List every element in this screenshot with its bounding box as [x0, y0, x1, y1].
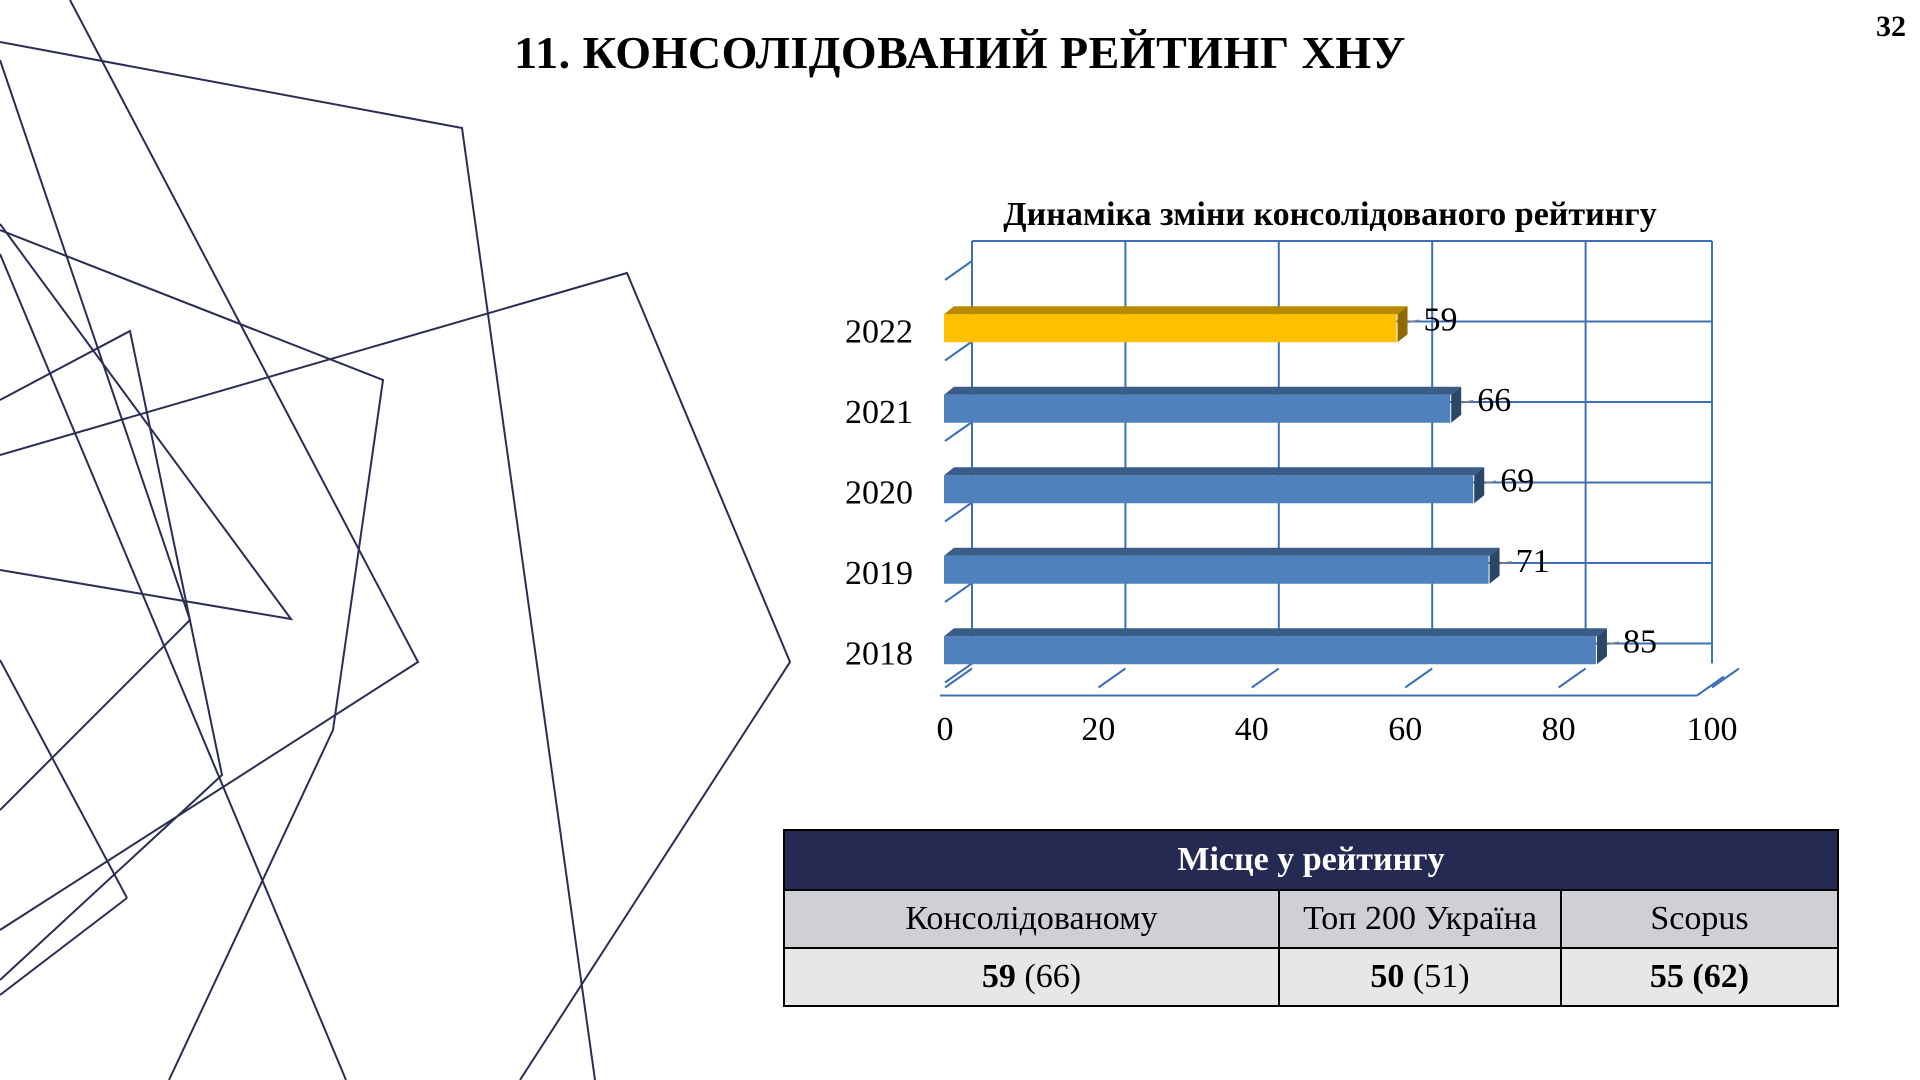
gridline-slant: [944, 340, 973, 362]
value-consolidated: 59 (66): [783, 947, 1280, 1007]
bar-2020: [944, 475, 1474, 504]
label-leader: [1484, 480, 1497, 484]
bar-top-2019: [944, 547, 1500, 556]
chart-title: Динаміка зміни консолідованого рейтингу: [1003, 196, 1657, 233]
category-label: 2021: [845, 394, 913, 431]
data-label: 59: [1424, 301, 1458, 338]
bar-side-2019: [1489, 547, 1500, 584]
label-leader: [1407, 319, 1420, 323]
bar-2019: [944, 555, 1489, 584]
column-consolidated: Консолідованому: [783, 889, 1280, 949]
value-main: 50: [1370, 958, 1405, 995]
rating-table-header: Місце у рейтингу: [783, 829, 1839, 891]
column-scopus: Scopus: [1560, 889, 1839, 949]
floor-edge-right: [1696, 675, 1725, 697]
slide-title: 11. КОНСОЛІДОВАНИЙ РЕЙТИНГ ХНУ: [514, 27, 1406, 78]
label-leader: [1499, 561, 1512, 565]
bar-side-2021: [1451, 386, 1462, 423]
bar-top-2018: [944, 628, 1607, 637]
x-tick-label: 40: [1235, 711, 1269, 748]
x-tick-label: 60: [1388, 711, 1422, 748]
data-label: 69: [1500, 462, 1534, 499]
data-label: 71: [1516, 543, 1550, 580]
gridline-slant: [944, 260, 973, 281]
bar-side-2018: [1596, 628, 1607, 665]
floor-gridline: [1404, 667, 1433, 689]
category-label: 2022: [845, 313, 913, 350]
gridline-slant: [944, 662, 973, 684]
floor-gridline: [1097, 667, 1126, 689]
bar-top-2021: [944, 386, 1462, 395]
x-tick-label: 80: [1542, 711, 1576, 748]
category-label: 2018: [845, 635, 913, 672]
data-label: 66: [1477, 382, 1511, 419]
label-leader: [1461, 400, 1474, 404]
value-extra: (51): [1412, 958, 1470, 995]
bar-2018: [944, 636, 1596, 665]
category-label: 2020: [845, 474, 913, 511]
data-label: 85: [1623, 623, 1657, 660]
value-top200: 50 (51): [1278, 947, 1562, 1007]
chart-bars: [944, 306, 1607, 665]
bar-side-2022: [1397, 306, 1408, 343]
floor-gridline: [1558, 667, 1587, 689]
label-leader: [1606, 641, 1620, 645]
value-extra: (62): [1692, 958, 1750, 995]
bar-top-2020: [944, 467, 1485, 476]
gridline-slant: [944, 582, 973, 603]
value-main: 55: [1649, 958, 1684, 995]
floor-gridline: [944, 667, 973, 689]
value-extra: (66): [1024, 958, 1082, 995]
value-main: 59: [981, 958, 1016, 995]
x-tick-label: 20: [1081, 711, 1115, 748]
category-label: 2019: [845, 555, 913, 592]
bar-2022: [944, 314, 1397, 343]
gridline-slant: [944, 421, 973, 442]
value-scopus: 55 (62): [1560, 947, 1839, 1007]
floor-gridline: [1251, 667, 1280, 689]
page-number: 32: [1876, 10, 1906, 43]
rating-table: Місце у рейтингу Консолідованому Топ 200…: [783, 829, 1839, 1007]
chart-labels: 85 2018 71 2019 69 2020 66 2021 59 2022 0 20 40 60 80 1…: [845, 301, 1738, 748]
bar-2021: [944, 394, 1451, 423]
bar-side-2020: [1474, 467, 1485, 504]
bar-top-2022: [944, 306, 1408, 315]
gridline-slant: [944, 501, 973, 523]
floor-gridline: [1711, 667, 1740, 689]
x-tick-label: 0: [937, 711, 954, 748]
x-tick-label: 100: [1687, 711, 1738, 748]
column-top200: Топ 200 Україна: [1278, 889, 1562, 949]
